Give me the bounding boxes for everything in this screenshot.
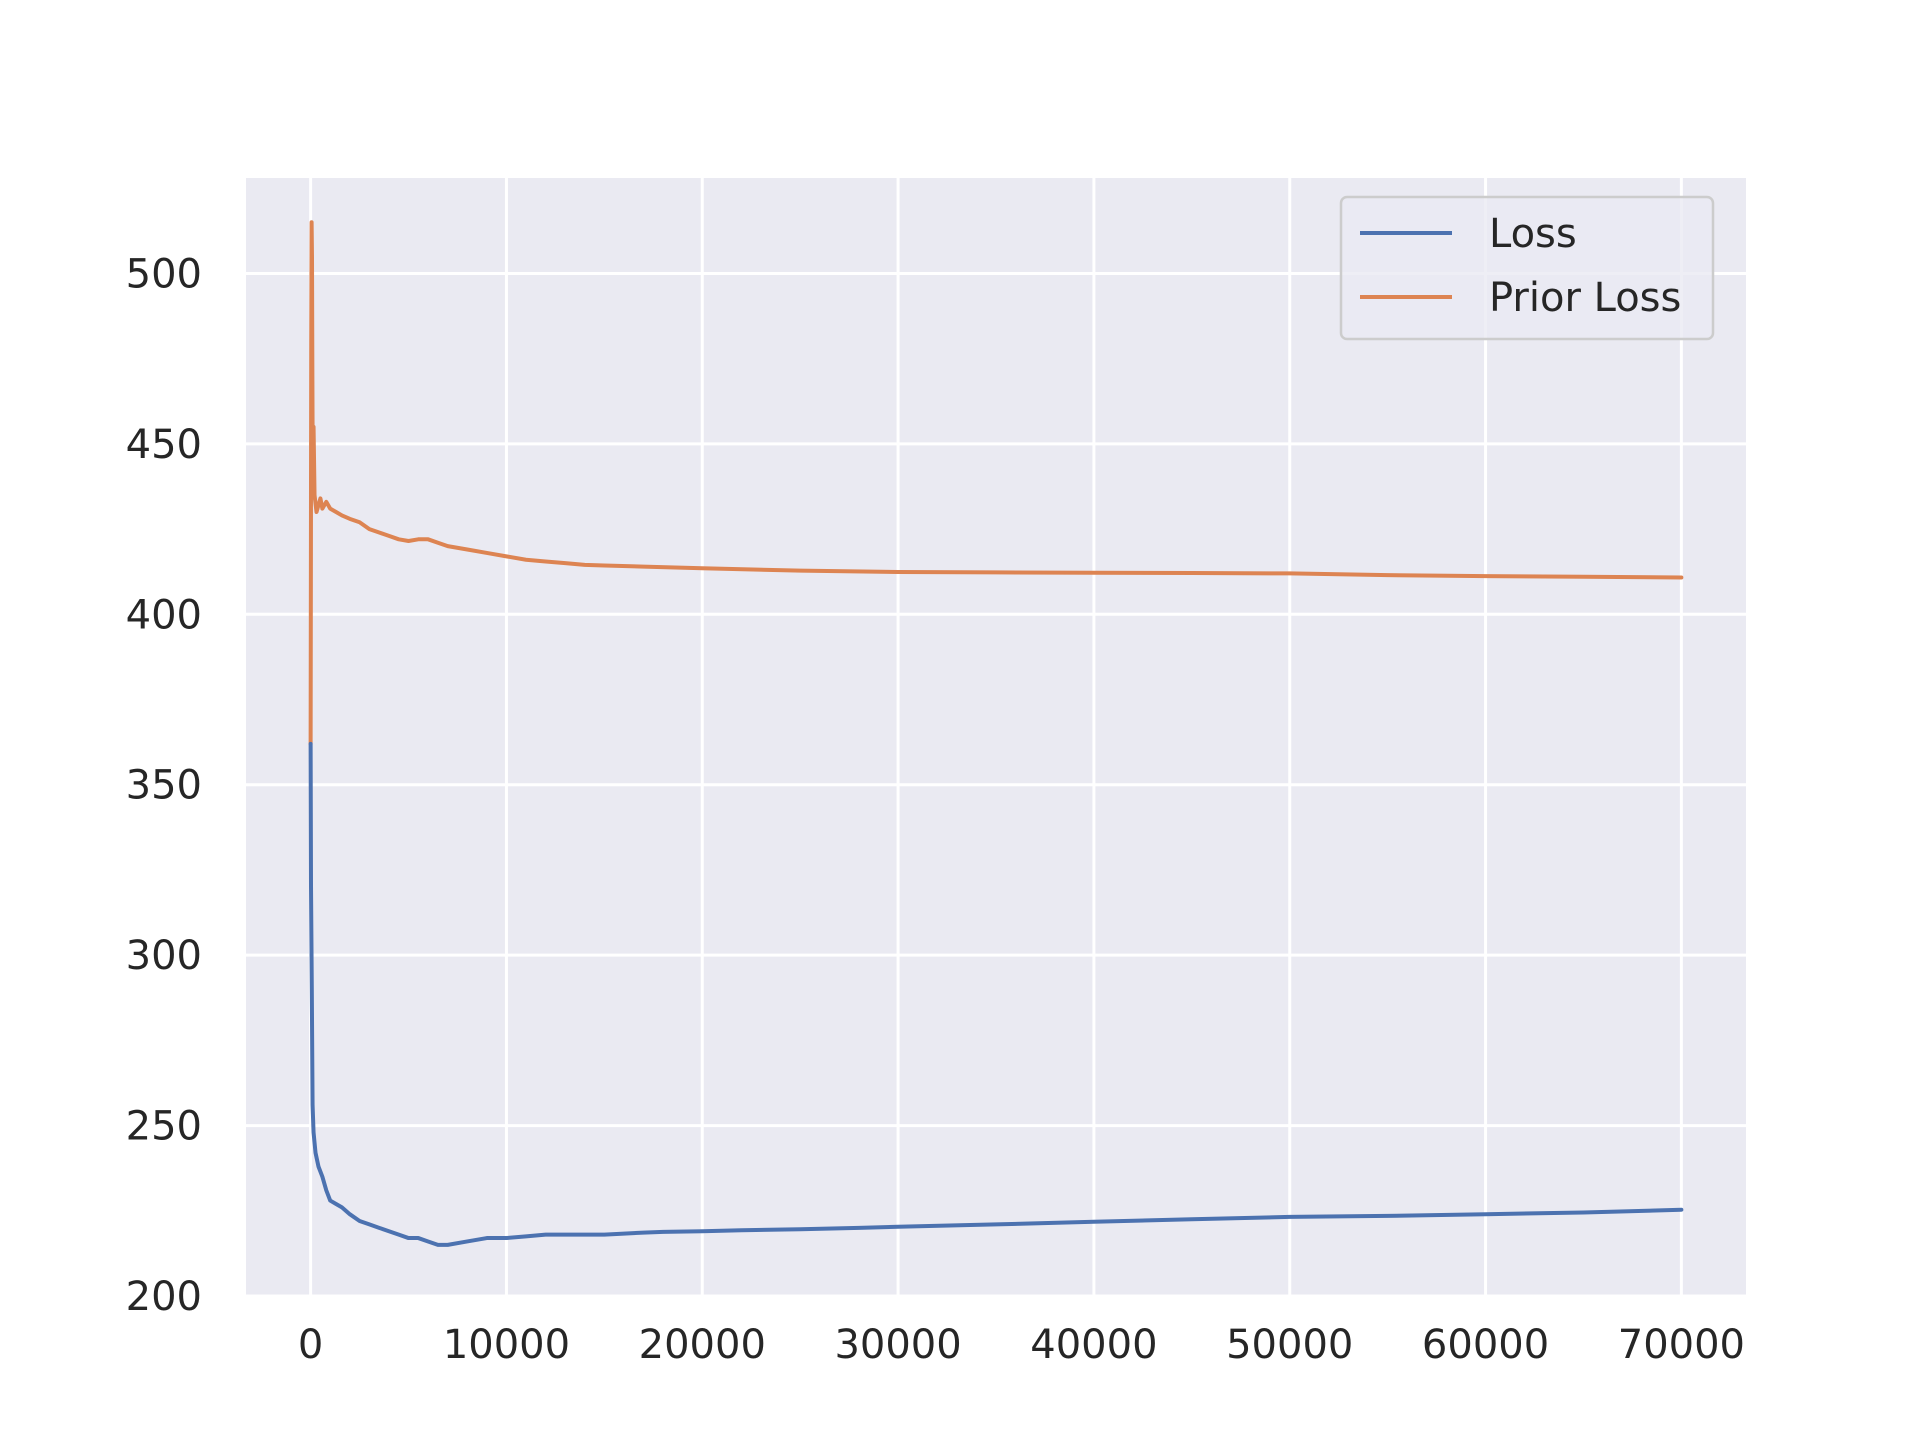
grid-lines bbox=[246, 178, 1746, 1298]
y-tick-label: 450 bbox=[126, 422, 202, 468]
x-tick-label: 10000 bbox=[443, 1322, 570, 1368]
x-tick-label: 20000 bbox=[639, 1322, 766, 1368]
series-line-loss bbox=[308, 741, 1684, 1247]
y-tick-label: 500 bbox=[126, 251, 202, 297]
series-line-prior-loss bbox=[308, 220, 1684, 746]
tick-labels: 0 10000 20000 30000 40000 50000 60000 70000 200 2… bbox=[126, 251, 1745, 1368]
legend-label-prior-loss: Prior Loss bbox=[1489, 275, 1681, 321]
x-tick-label: 30000 bbox=[834, 1322, 961, 1368]
x-tick-label: 60000 bbox=[1422, 1322, 1549, 1368]
series-layer bbox=[308, 220, 1684, 1247]
plot-area bbox=[246, 178, 1746, 1296]
y-tick-label: 250 bbox=[126, 1104, 202, 1150]
x-tick-label: 0 bbox=[298, 1322, 323, 1368]
y-tick-label: 350 bbox=[126, 763, 202, 809]
y-tick-label: 300 bbox=[126, 933, 202, 979]
x-tick-label: 40000 bbox=[1030, 1322, 1157, 1368]
x-tick-label: 50000 bbox=[1226, 1322, 1353, 1368]
y-tick-label: 200 bbox=[126, 1274, 202, 1320]
y-tick-label: 400 bbox=[126, 592, 202, 638]
x-tick-label: 70000 bbox=[1618, 1322, 1745, 1368]
legend: Loss Prior Loss bbox=[1339, 195, 1715, 341]
legend-label-loss: Loss bbox=[1489, 211, 1577, 257]
